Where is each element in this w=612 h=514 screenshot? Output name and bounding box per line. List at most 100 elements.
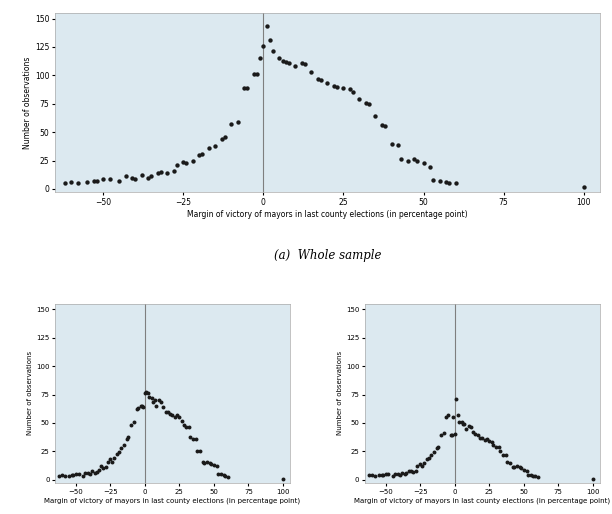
Point	[213, 470, 223, 478]
Point	[502, 457, 512, 466]
Point	[427, 451, 436, 459]
Point	[468, 428, 477, 436]
Point	[233, 118, 242, 126]
Point	[521, 467, 531, 475]
Y-axis label: Number of observations: Number of observations	[337, 352, 343, 435]
Point	[137, 402, 147, 410]
Point	[105, 175, 114, 183]
Point	[403, 156, 412, 164]
Point	[92, 468, 102, 476]
Point	[480, 436, 490, 444]
Point	[141, 388, 151, 396]
Point	[378, 471, 388, 480]
Point	[148, 398, 158, 407]
Point	[384, 470, 394, 478]
Point	[147, 394, 157, 402]
Point	[515, 463, 524, 471]
Point	[412, 462, 422, 470]
Point	[450, 430, 460, 438]
Point	[205, 458, 215, 467]
Point	[195, 151, 204, 159]
Point	[146, 172, 156, 180]
Point	[265, 36, 275, 44]
Point	[179, 421, 188, 429]
Point	[316, 76, 326, 84]
Point	[163, 408, 173, 416]
Point	[158, 403, 168, 411]
Point	[217, 135, 226, 143]
Point	[92, 177, 102, 185]
Point	[447, 431, 457, 439]
Point	[450, 179, 460, 188]
Point	[464, 422, 474, 430]
Point	[184, 424, 194, 432]
Point	[278, 57, 288, 65]
Point	[419, 159, 428, 167]
Point	[397, 469, 407, 477]
Point	[291, 62, 300, 70]
Point	[284, 59, 294, 67]
Point	[60, 472, 70, 481]
Point	[300, 60, 310, 68]
Point	[136, 171, 146, 179]
Point	[195, 447, 205, 455]
Point	[206, 460, 216, 468]
Point	[278, 474, 288, 483]
Point	[371, 112, 381, 120]
Point	[101, 463, 111, 471]
Y-axis label: Number of observations: Number of observations	[28, 352, 33, 435]
Point	[461, 425, 471, 433]
Point	[491, 443, 501, 451]
Point	[409, 155, 419, 163]
Point	[149, 396, 159, 405]
Point	[258, 42, 268, 50]
Point	[433, 443, 443, 451]
Point	[496, 447, 506, 455]
Point	[90, 469, 100, 477]
Point	[262, 23, 272, 31]
Point	[425, 163, 435, 172]
Point	[161, 408, 171, 416]
Point	[411, 467, 421, 475]
Point	[89, 177, 99, 185]
Point	[153, 169, 163, 177]
Point	[381, 470, 390, 478]
Point	[508, 463, 518, 471]
X-axis label: Margin of victory of mayors in last county elections (in percentage point): Margin of victory of mayors in last coun…	[354, 498, 610, 504]
Point	[94, 465, 104, 473]
Point	[226, 120, 236, 128]
Point	[396, 155, 406, 163]
Point	[172, 411, 182, 419]
Point	[488, 440, 498, 449]
Point	[67, 471, 76, 480]
Point	[453, 411, 463, 419]
Point	[526, 471, 536, 480]
Point	[220, 472, 230, 481]
Point	[380, 122, 390, 131]
Point	[110, 454, 119, 462]
Point	[129, 418, 139, 426]
Point	[95, 462, 105, 470]
Point	[498, 451, 508, 459]
Point	[255, 54, 265, 62]
Point	[116, 444, 126, 452]
Point	[157, 398, 166, 407]
Point	[442, 413, 452, 421]
Point	[242, 84, 252, 92]
Point	[484, 437, 494, 445]
X-axis label: Margin of victory of mayors in last county elections (in percentage point): Margin of victory of mayors in last coun…	[45, 498, 300, 504]
Point	[422, 455, 432, 464]
Point	[99, 464, 108, 472]
Point	[432, 444, 442, 452]
Point	[329, 81, 338, 89]
Point	[297, 59, 307, 67]
Point	[354, 95, 364, 103]
Point	[170, 413, 180, 421]
Point	[220, 133, 230, 141]
Point	[122, 435, 132, 443]
Point	[332, 83, 342, 91]
Point	[370, 472, 379, 481]
Point	[136, 402, 146, 410]
Point	[202, 457, 212, 466]
Point	[209, 461, 219, 469]
